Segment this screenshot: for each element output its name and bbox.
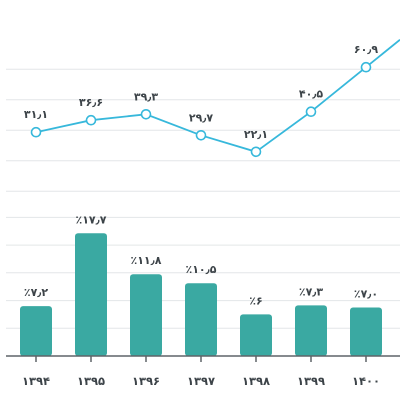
bar-value-label: ٪۱۷٫۷: [76, 213, 107, 226]
line-point: [85, 114, 97, 126]
line-point: [30, 126, 42, 138]
line-point: [360, 61, 372, 73]
bar-series: [20, 233, 382, 356]
bar: [185, 283, 217, 356]
line-value-label: ۳۹٫۳: [134, 90, 159, 103]
x-tick-label: ۱۳۹۸: [242, 374, 270, 388]
bar-value-label: ٪۶: [249, 294, 262, 307]
x-tick-label: ۱۳۹۷: [187, 374, 215, 388]
bar-value-label: ٪۷٫۲: [24, 286, 49, 299]
bar-value-label: ٪۷٫۳: [299, 285, 324, 298]
bar-value-label: ٪۷٫۰: [354, 288, 378, 301]
bar: [20, 306, 52, 356]
x-tick-label: ۱۳۹۵: [77, 374, 105, 388]
x-tick-label: ۱۳۹۶: [132, 374, 160, 388]
bar-value-label: ٪۱۰٫۵: [186, 263, 217, 276]
line-point: [305, 106, 317, 117]
x-tick-label: ۱۳۹۴: [22, 374, 50, 388]
line-value-label: ۴۰٫۵: [299, 88, 324, 101]
line-value-label: ۳۱٫۱: [24, 108, 48, 121]
line-point: [250, 146, 262, 158]
bar: [75, 233, 107, 356]
bar: [240, 314, 272, 356]
x-tick-label: ۱۴۰۰: [352, 374, 380, 388]
x-axis: ۱۳۹۴ ۱۳۹۵ ۱۳۹۶ ۱۳۹۷ ۱۳۹۸ ۱۳۹۹ ۱۴۰۰: [6, 355, 400, 388]
data-labels: ٪۷٫۲ ٪۱۷٫۷ ٪۱۱٫۸ ٪۱۰٫۵ ٪۶ ٪۷٫۳ ٪۷٫۰ ۳۱٫۱ ۳۶٫۶ ۳۹٫…: [24, 43, 379, 307]
line-value-label: ۶۰٫۹: [354, 43, 379, 56]
line-value-label: ۳۶٫۶: [79, 96, 103, 109]
bar: [350, 307, 382, 356]
bar-value-label: ٪۱۱٫۸: [131, 254, 162, 267]
x-tick-label: ۱۳۹۹: [297, 374, 325, 388]
bar: [130, 274, 162, 356]
line-value-label: ۲۹٫۷: [189, 111, 214, 124]
line-series: [30, 39, 400, 158]
line-value-label: ۲۲٫۱: [244, 128, 268, 141]
line-path: [35, 39, 400, 153]
line-point: [195, 130, 207, 141]
line-point: [140, 109, 152, 120]
bar: [295, 305, 327, 356]
